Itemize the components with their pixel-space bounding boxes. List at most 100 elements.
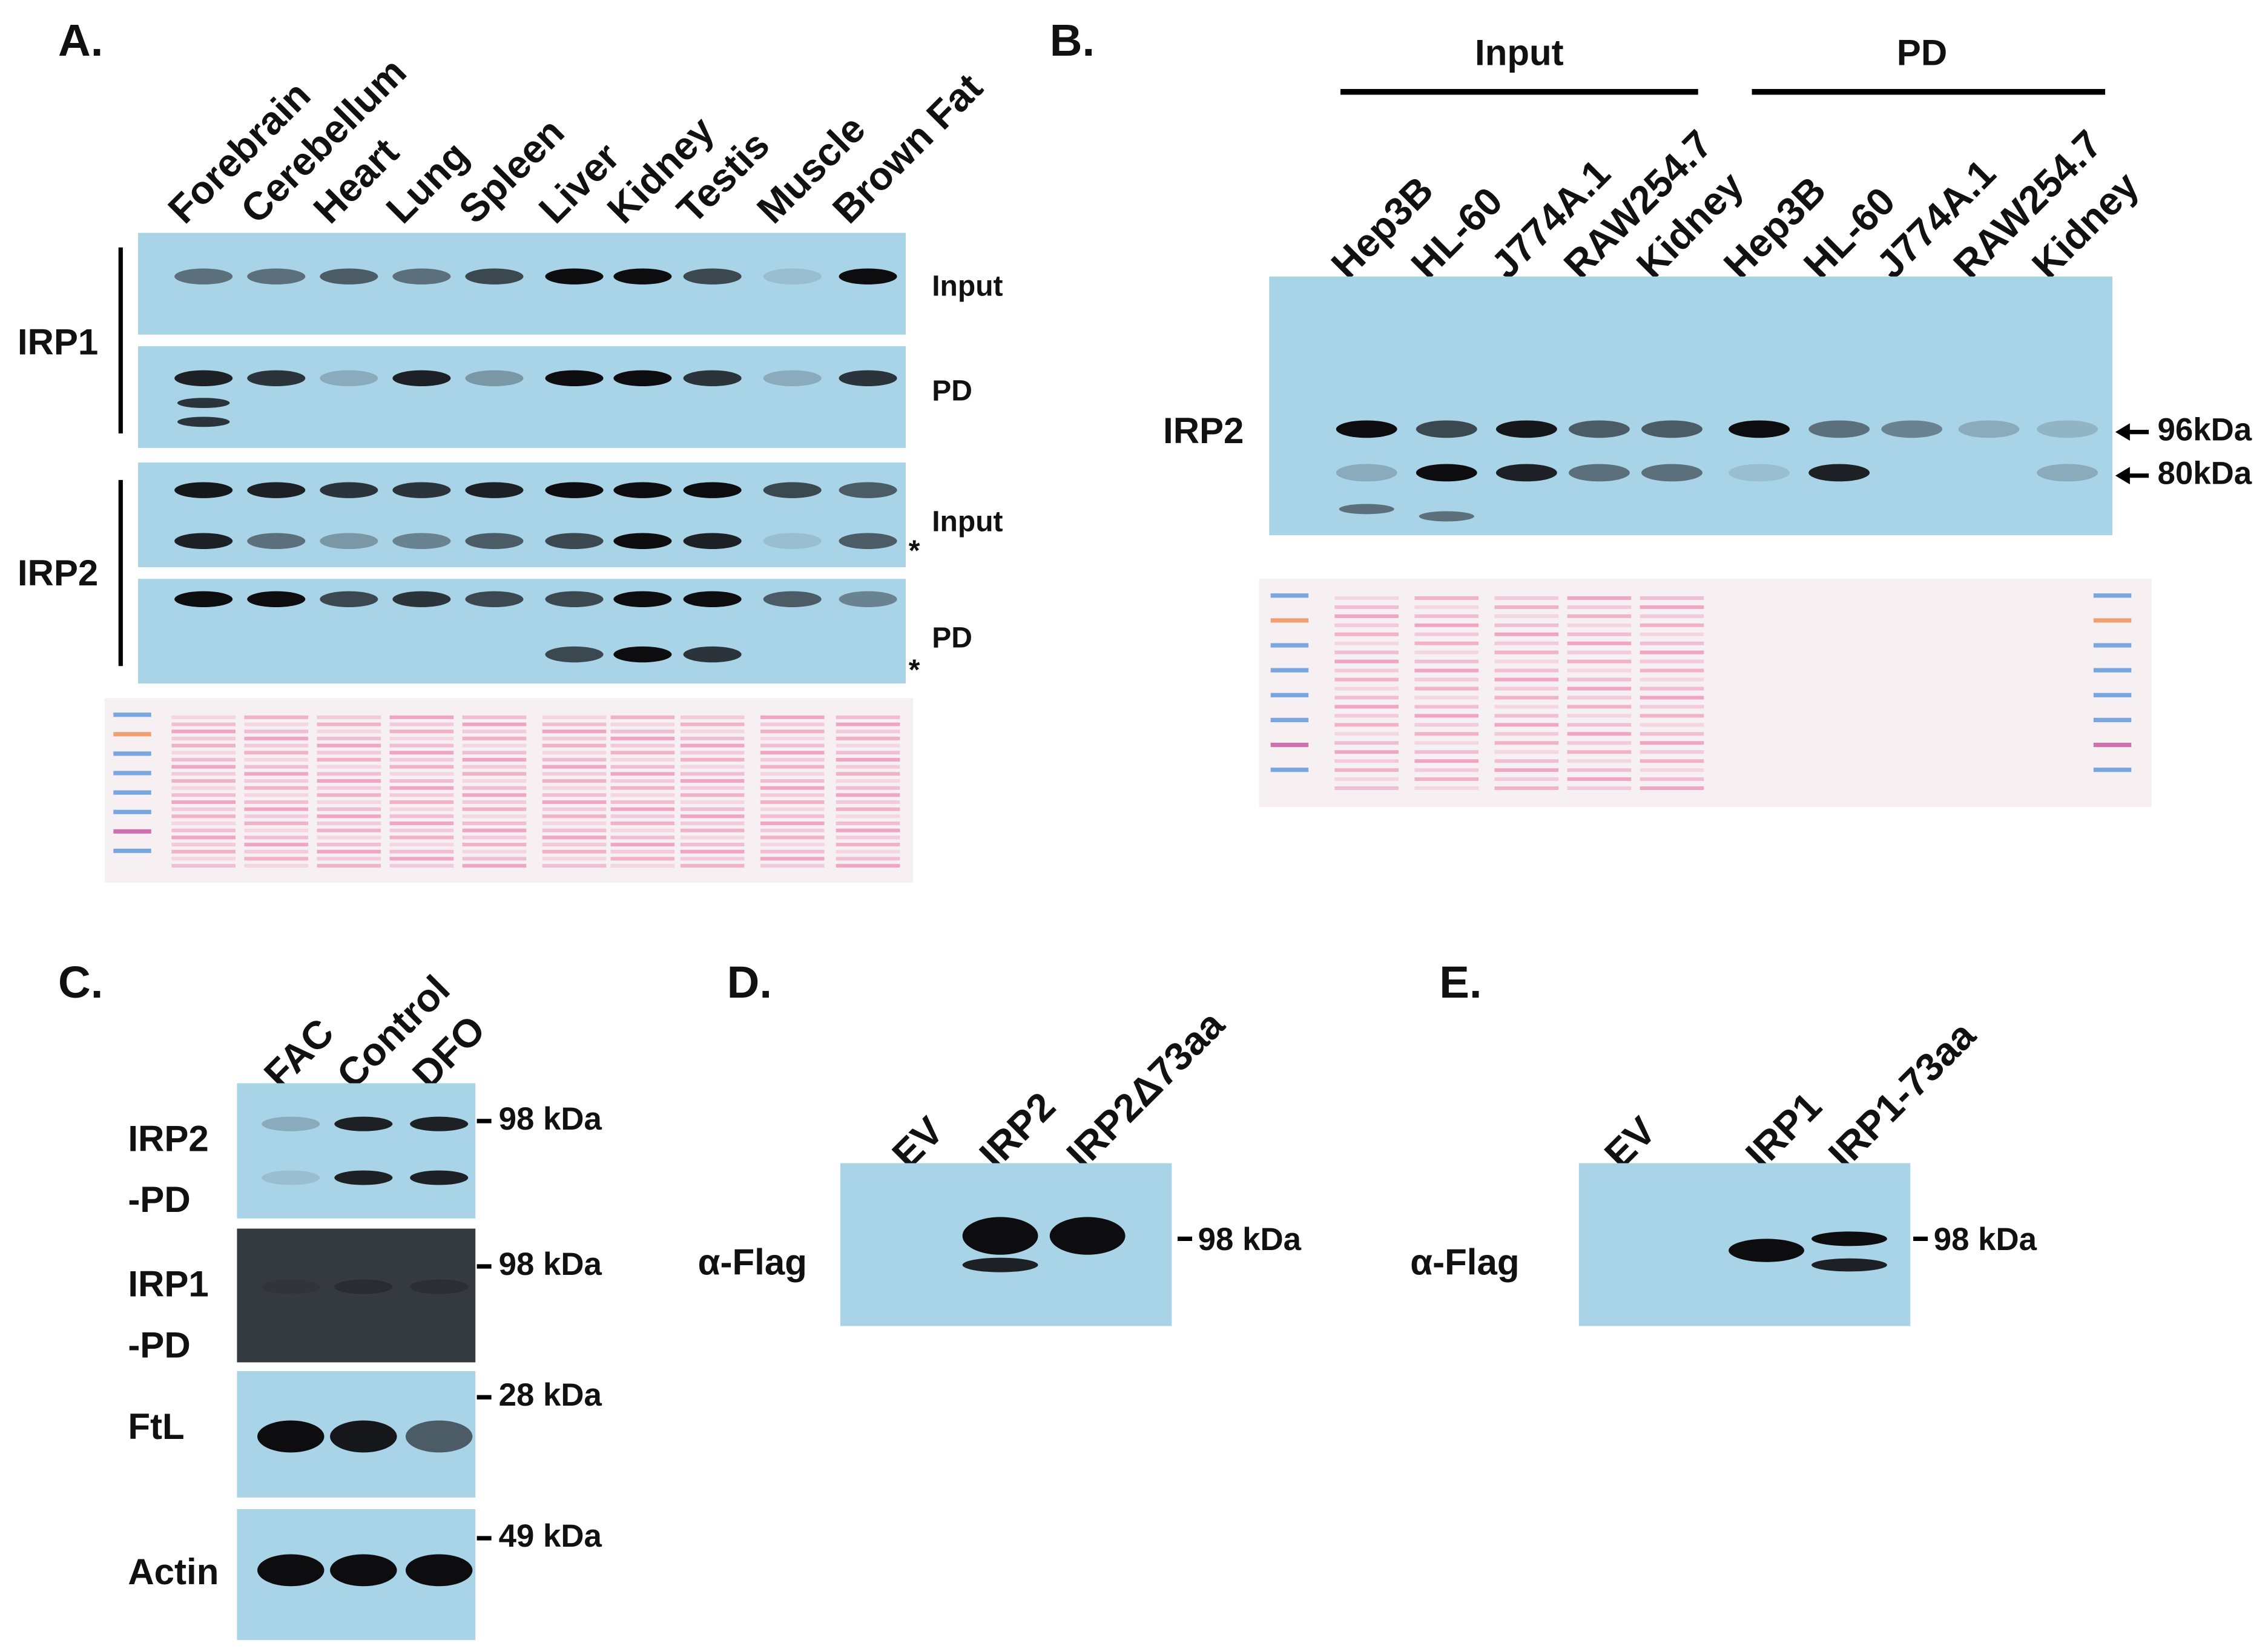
ponceau-band: [1494, 723, 1559, 727]
band: [839, 533, 897, 549]
ponceau-band: [836, 765, 900, 769]
ponceau-band: [462, 772, 527, 776]
ponceau-band: [836, 793, 900, 797]
ponceau-band: [389, 722, 454, 726]
band: [1881, 420, 1943, 438]
band: [465, 591, 524, 608]
ponceau-band: [1494, 596, 1559, 601]
band: [177, 416, 230, 427]
ponceau-band: [610, 757, 675, 762]
ladder-band: [1270, 643, 1309, 648]
ponceau-band: [1567, 596, 1632, 601]
ponceau-band: [1567, 759, 1632, 763]
ponceau-band: [680, 715, 745, 719]
band: [1811, 1258, 1887, 1272]
ponceau-band: [462, 786, 527, 790]
ponceau-band: [836, 722, 900, 726]
ponceau-band: [680, 786, 745, 790]
ponceau-band: [1567, 605, 1632, 609]
ladder-band: [1270, 593, 1309, 598]
ponceau-band: [1414, 668, 1479, 673]
band: [763, 370, 822, 387]
band: [839, 591, 897, 608]
ponceau-band: [1567, 641, 1632, 645]
ponceau-band: [1414, 596, 1479, 601]
ponceau-band: [1414, 759, 1479, 763]
row-label: Actin: [128, 1552, 219, 1592]
ponceau-band: [760, 800, 825, 805]
ponceau-band: [462, 849, 527, 854]
band: [1416, 464, 1477, 482]
ponceau-band: [1414, 623, 1479, 627]
ponceau-band: [244, 722, 309, 726]
ponceau-band: [836, 835, 900, 840]
ladder-band: [113, 829, 151, 834]
ponceau-band: [462, 765, 527, 769]
ponceau-band: [1494, 714, 1559, 718]
ponceau-band: [610, 715, 675, 719]
ponceau-band: [244, 736, 309, 740]
band: [839, 268, 897, 285]
asterisk: *: [909, 535, 920, 567]
band: [1729, 464, 1790, 482]
ponceau-band: [1640, 750, 1704, 754]
ponceau-band: [680, 743, 745, 748]
ponceau-band: [244, 800, 309, 805]
ponceau-band: [542, 835, 607, 840]
ponceau-band: [610, 828, 675, 832]
ladder-band: [2093, 643, 2132, 648]
ponceau-band: [1494, 641, 1559, 645]
band: [247, 370, 306, 387]
group-label: Input: [1475, 33, 1564, 73]
ponceau-band: [1414, 677, 1479, 682]
ponceau-band: [1567, 714, 1632, 718]
blot: [237, 1083, 476, 1219]
ponceau-band: [836, 772, 900, 776]
band: [1495, 420, 1557, 438]
ponceau-band: [542, 821, 607, 826]
ponceau-band: [1414, 696, 1479, 700]
ponceau-band: [171, 757, 236, 762]
ponceau-band: [1640, 714, 1704, 718]
band: [1641, 464, 1703, 482]
ponceau-band: [542, 751, 607, 755]
ponceau-band: [680, 828, 745, 832]
ladder-band: [113, 751, 151, 756]
ponceau-band: [1567, 741, 1632, 745]
ponceau-band: [610, 779, 675, 783]
ponceau-band: [317, 772, 381, 776]
ponceau-band: [1414, 659, 1479, 663]
row-label: IRP1: [128, 1263, 208, 1304]
blot: [138, 346, 906, 449]
band: [262, 1116, 320, 1131]
ponceau-band: [171, 864, 236, 868]
band: [465, 268, 524, 285]
band: [839, 482, 897, 498]
ponceau-band: [171, 736, 236, 740]
ponceau-band: [171, 715, 236, 719]
ponceau-band: [1567, 623, 1632, 627]
ponceau-band: [1334, 705, 1399, 709]
ponceau-band: [760, 765, 825, 769]
band: [392, 370, 451, 387]
ponceau-band: [760, 857, 825, 861]
band: [1568, 464, 1630, 482]
band: [763, 482, 822, 498]
band: [545, 482, 604, 498]
ponceau-band: [462, 800, 527, 805]
ponceau-band: [1414, 768, 1479, 772]
band: [257, 1554, 325, 1587]
band: [2037, 420, 2098, 438]
ponceau-band: [1494, 750, 1559, 754]
ladder-band: [113, 732, 151, 737]
band: [174, 370, 233, 387]
ponceau-band: [462, 793, 527, 797]
ponceau-band: [1334, 732, 1399, 736]
ponceau-band: [1567, 677, 1632, 682]
ponceau-band: [1334, 632, 1399, 636]
ponceau-band: [610, 864, 675, 868]
ponceau-band: [610, 814, 675, 818]
ponceau-band: [1494, 732, 1559, 736]
ponceau-band: [542, 722, 607, 726]
panel-letter: D.: [727, 957, 772, 1007]
